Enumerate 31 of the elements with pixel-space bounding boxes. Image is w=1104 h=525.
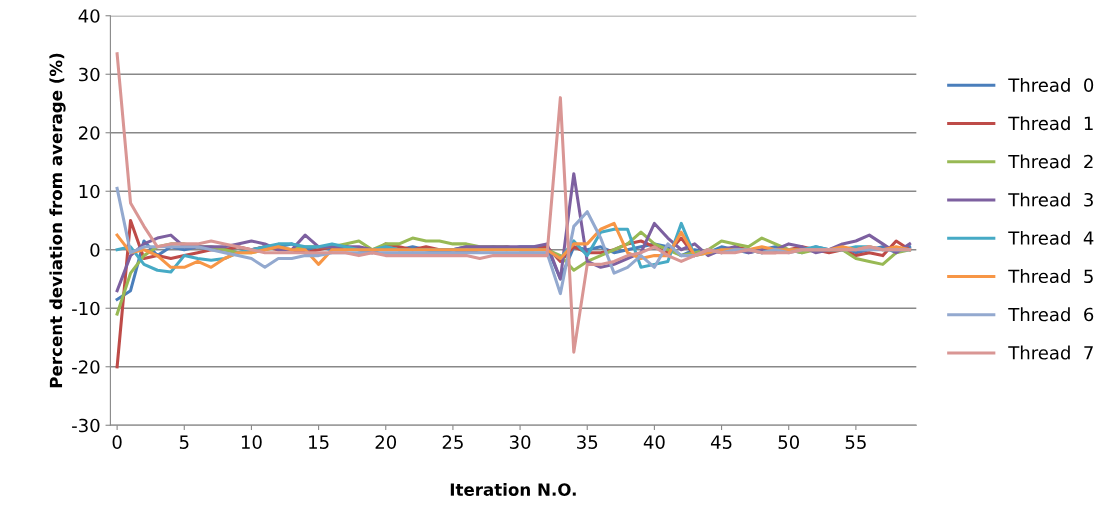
line-series (115, 52, 912, 354)
y-tick-label: -20 (72, 360, 100, 374)
x-tick-label: 30 (509, 435, 531, 449)
legend-label: Thread 2 (1008, 154, 1093, 169)
x-tick-label: 40 (643, 435, 665, 449)
x-tick-label: 10 (241, 435, 262, 449)
legend-label: Thread 5 (1008, 269, 1093, 284)
x-tick-label: 20 (375, 435, 397, 449)
y-tick-label: -30 (72, 418, 100, 433)
y-axis-title: Percent deviation from average (%) (49, 53, 66, 388)
x-tick-label: 45 (710, 435, 732, 449)
legend-label: Thread 4 (1008, 230, 1094, 245)
x-tick-label: 5 (179, 435, 189, 449)
legend-label: Thread 3 (1008, 192, 1093, 207)
y-tick-label: 20 (79, 126, 100, 140)
x-tick-label: 15 (309, 435, 329, 449)
x-tick-label: 55 (845, 435, 866, 449)
y-tick-label: 10 (79, 184, 100, 199)
legend-label: Thread 7 (1008, 345, 1093, 360)
x-tick-label: 0 (112, 435, 122, 449)
legend-label: Thread 6 (1008, 307, 1094, 322)
y-tick-label: 30 (79, 67, 100, 82)
legend-label: Thread 1 (1008, 116, 1093, 131)
y-tick-label: -10 (72, 301, 100, 316)
x-axis-title: Iteration N.O. (450, 483, 576, 496)
x-tick-label: 50 (778, 435, 799, 449)
x-tick-label: 35 (577, 435, 598, 449)
x-tick-label: 25 (442, 435, 463, 449)
legend-label: Thread 0 (1008, 77, 1094, 92)
y-tick-label: 0 (90, 243, 100, 257)
y-tick-label: 40 (78, 9, 100, 23)
